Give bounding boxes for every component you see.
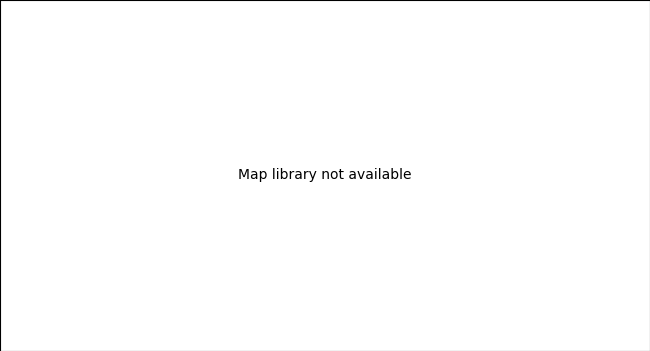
Text: Map library not available: Map library not available [239,168,411,183]
